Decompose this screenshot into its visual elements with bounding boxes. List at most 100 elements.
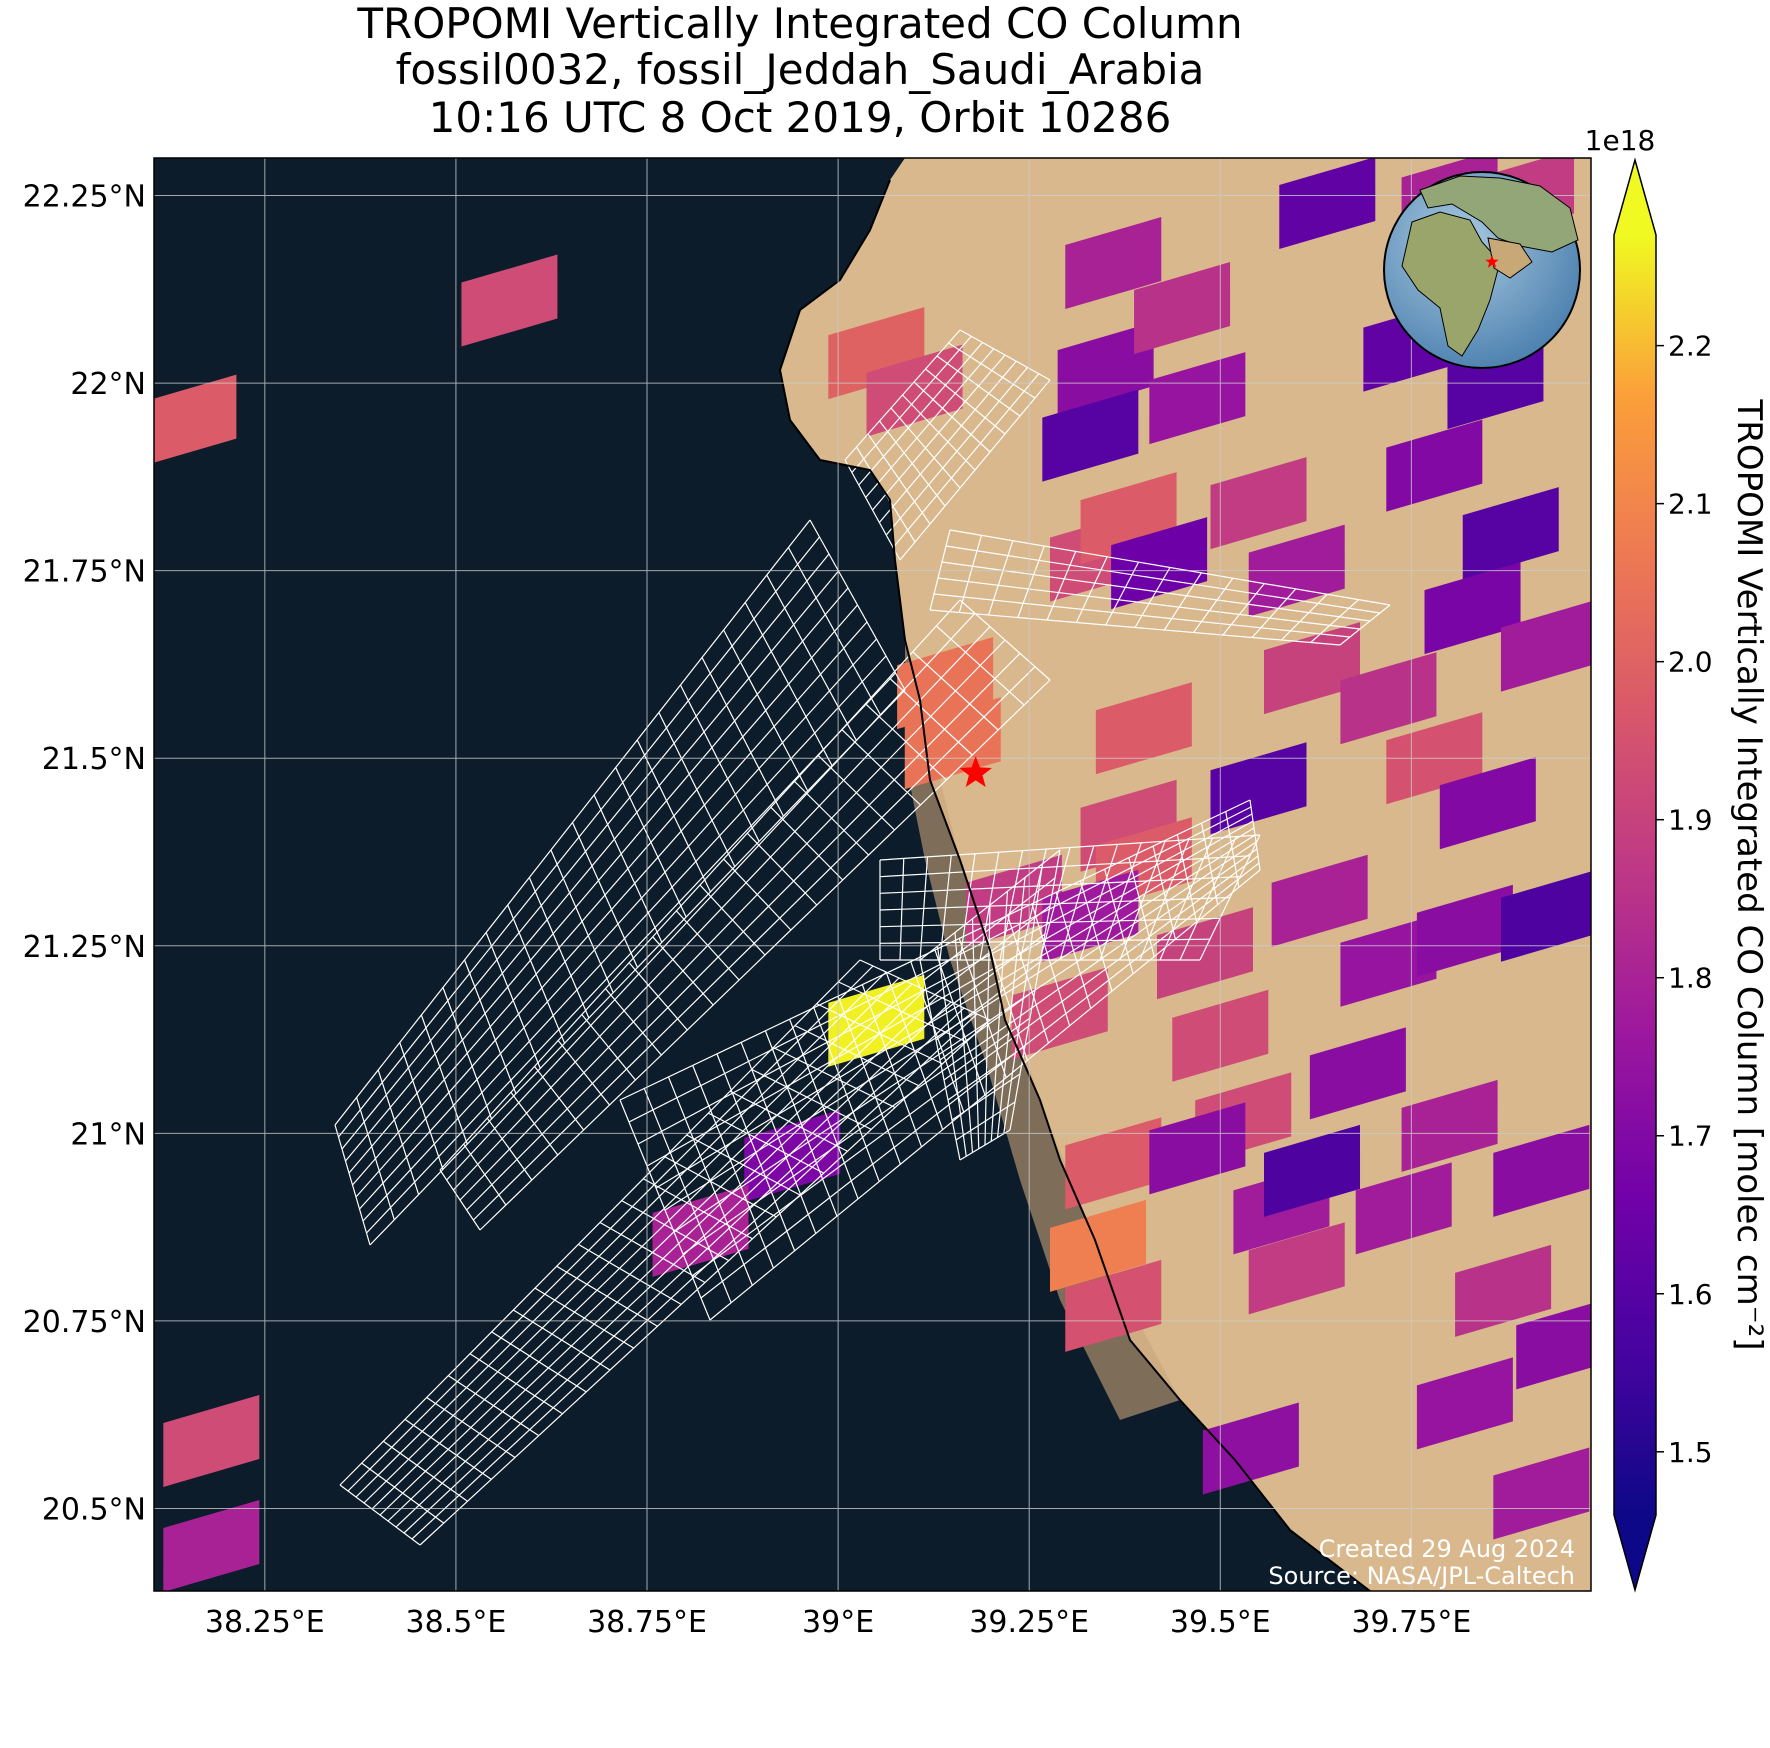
co-pixel: [1057, 322, 1154, 415]
lon-tick-label: 38.75°E: [587, 1605, 707, 1640]
globe-site-star-icon: [1485, 255, 1499, 268]
footprint-line: [1339, 604, 1391, 646]
colorbar-tick-label: 2.0: [1668, 646, 1713, 679]
globe-africa: [1401, 211, 1501, 357]
footprint-line: [1017, 545, 1045, 618]
co-pixel: [1264, 1124, 1361, 1217]
footprint-line: [419, 1019, 991, 1546]
footprint-grid-8: [919, 849, 1061, 1161]
co-pixel: [1340, 914, 1437, 1007]
footprint-line: [1163, 572, 1202, 631]
colorbar-label: TROPOMI Vertically Integrated CO Column …: [1729, 398, 1769, 1350]
footprint-line: [355, 971, 887, 1498]
footprint-line: [872, 354, 1006, 511]
site-marker-star: [959, 756, 992, 787]
footprint-line: [637, 813, 1253, 1145]
co-pixel: [1462, 487, 1559, 580]
lon-tick-label: 38.25°E: [205, 1605, 325, 1640]
footprint-line: [472, 666, 1036, 1221]
footprint-grid-7: [879, 834, 1261, 961]
lat-tick-label: 20.75°N: [23, 1305, 146, 1340]
footprint-line: [929, 609, 1341, 646]
axis-tick-labels: 38.25°E 38.5°E 38.75°E 39°E 39.25°E 39.5°E 39.…: [23, 180, 1472, 1640]
co-pixel: [1210, 742, 1307, 835]
lat-tick-label: 22°N: [70, 367, 146, 402]
footprint-line: [947, 1045, 1026, 1101]
lat-tick-label: 22.25°N: [23, 180, 146, 215]
co-pixel: [1493, 1447, 1590, 1540]
footprint-line: [879, 896, 1231, 911]
footprint-line: [879, 834, 1261, 861]
footprint-line: [929, 529, 951, 611]
colorbar: 1.5 1.6 1.7 1.8 1.9 2.0 2.1 2.2 1e18 TROPOMI Ve…: [1585, 124, 1769, 1593]
lon-tick-label: 39.25°E: [969, 1605, 1089, 1640]
footprint-line: [479, 679, 1051, 1231]
footprint-line: [1281, 593, 1328, 641]
coastline: [778, 179, 1371, 1591]
co-pixel: [1416, 884, 1513, 977]
footprint-line: [939, 989, 1036, 1061]
footprint-line: [958, 535, 983, 613]
footprint-line: [338, 536, 820, 1138]
footprint-grid-5: [844, 329, 1051, 561]
co-pixel: [1500, 871, 1591, 962]
co-pixel: [1455, 1244, 1552, 1337]
co-pixel: [1248, 1222, 1345, 1315]
inset-globe: [1383, 171, 1581, 369]
lat-tick-label: 21.25°N: [23, 930, 146, 965]
footprint-line: [879, 917, 1221, 928]
co-pixel: [1149, 352, 1246, 445]
co-pixel: [1309, 1027, 1406, 1120]
footprint-line: [879, 938, 1211, 944]
co-pixel: [163, 1394, 260, 1487]
co-pixel: [154, 374, 237, 463]
colorbar-tick-label: 1.9: [1668, 804, 1713, 837]
footprint-line: [935, 961, 1041, 1041]
footprint-line: [403, 1007, 965, 1534]
co-pixel: [652, 1184, 749, 1277]
globe-europe-asia: [1419, 175, 1579, 253]
sounding-footprints: [334, 329, 1391, 1546]
footprint-line: [1310, 599, 1359, 643]
lat-tick-label: 21.5°N: [42, 742, 146, 777]
footprint-line: [411, 1013, 978, 1540]
lon-tick-label: 39°E: [802, 1605, 874, 1640]
footprint-line: [949, 529, 1391, 606]
footprint-line: [1134, 567, 1171, 628]
colorbar-multiplier: 1e18: [1585, 124, 1656, 157]
co-pixel: [1065, 1117, 1162, 1210]
co-pixel: [1386, 419, 1483, 512]
footprint-line: [879, 855, 1251, 878]
footprint-line: [439, 599, 961, 1171]
footprint-line: [858, 342, 983, 486]
colorbar-tick-label: 2.1: [1668, 488, 1713, 521]
footprint-line: [619, 799, 1251, 1101]
footprint-line: [452, 626, 991, 1191]
co-pixel: [1111, 517, 1208, 610]
lon-tick-label: 39.5°E: [1170, 1605, 1271, 1640]
footprint-line: [362, 655, 887, 1222]
co-pixel: [1500, 601, 1591, 692]
co-pixel: [1065, 217, 1162, 310]
co-pixel: [1401, 1079, 1498, 1172]
colorbar-tick-label: 2.2: [1668, 330, 1713, 363]
footprint-grid-2: [439, 599, 1051, 1231]
footprint-line: [919, 849, 1061, 961]
footprint-line: [655, 827, 1255, 1189]
colorbar-extend-min: [1614, 1515, 1656, 1590]
footprint-line: [851, 335, 972, 473]
footprint-line: [885, 367, 1028, 536]
footprint-line: [345, 570, 839, 1162]
footprint-line: [363, 977, 900, 1504]
co-pixel: [1095, 682, 1192, 775]
co-pixel: [1202, 1402, 1299, 1495]
map-panel[interactable]: Created 29 Aug 2024 Source: NASA/JPL-Cal…: [140, 150, 1612, 1592]
footprint-line: [892, 373, 1040, 548]
footprint-line: [1046, 551, 1077, 621]
lon-tick-label: 39.75°E: [1351, 1605, 1471, 1640]
footprint-line: [709, 869, 1261, 1321]
footprint-line: [339, 959, 861, 1486]
graticule: [154, 158, 1591, 1591]
colorbar-tick-label: 1.6: [1668, 1278, 1713, 1311]
